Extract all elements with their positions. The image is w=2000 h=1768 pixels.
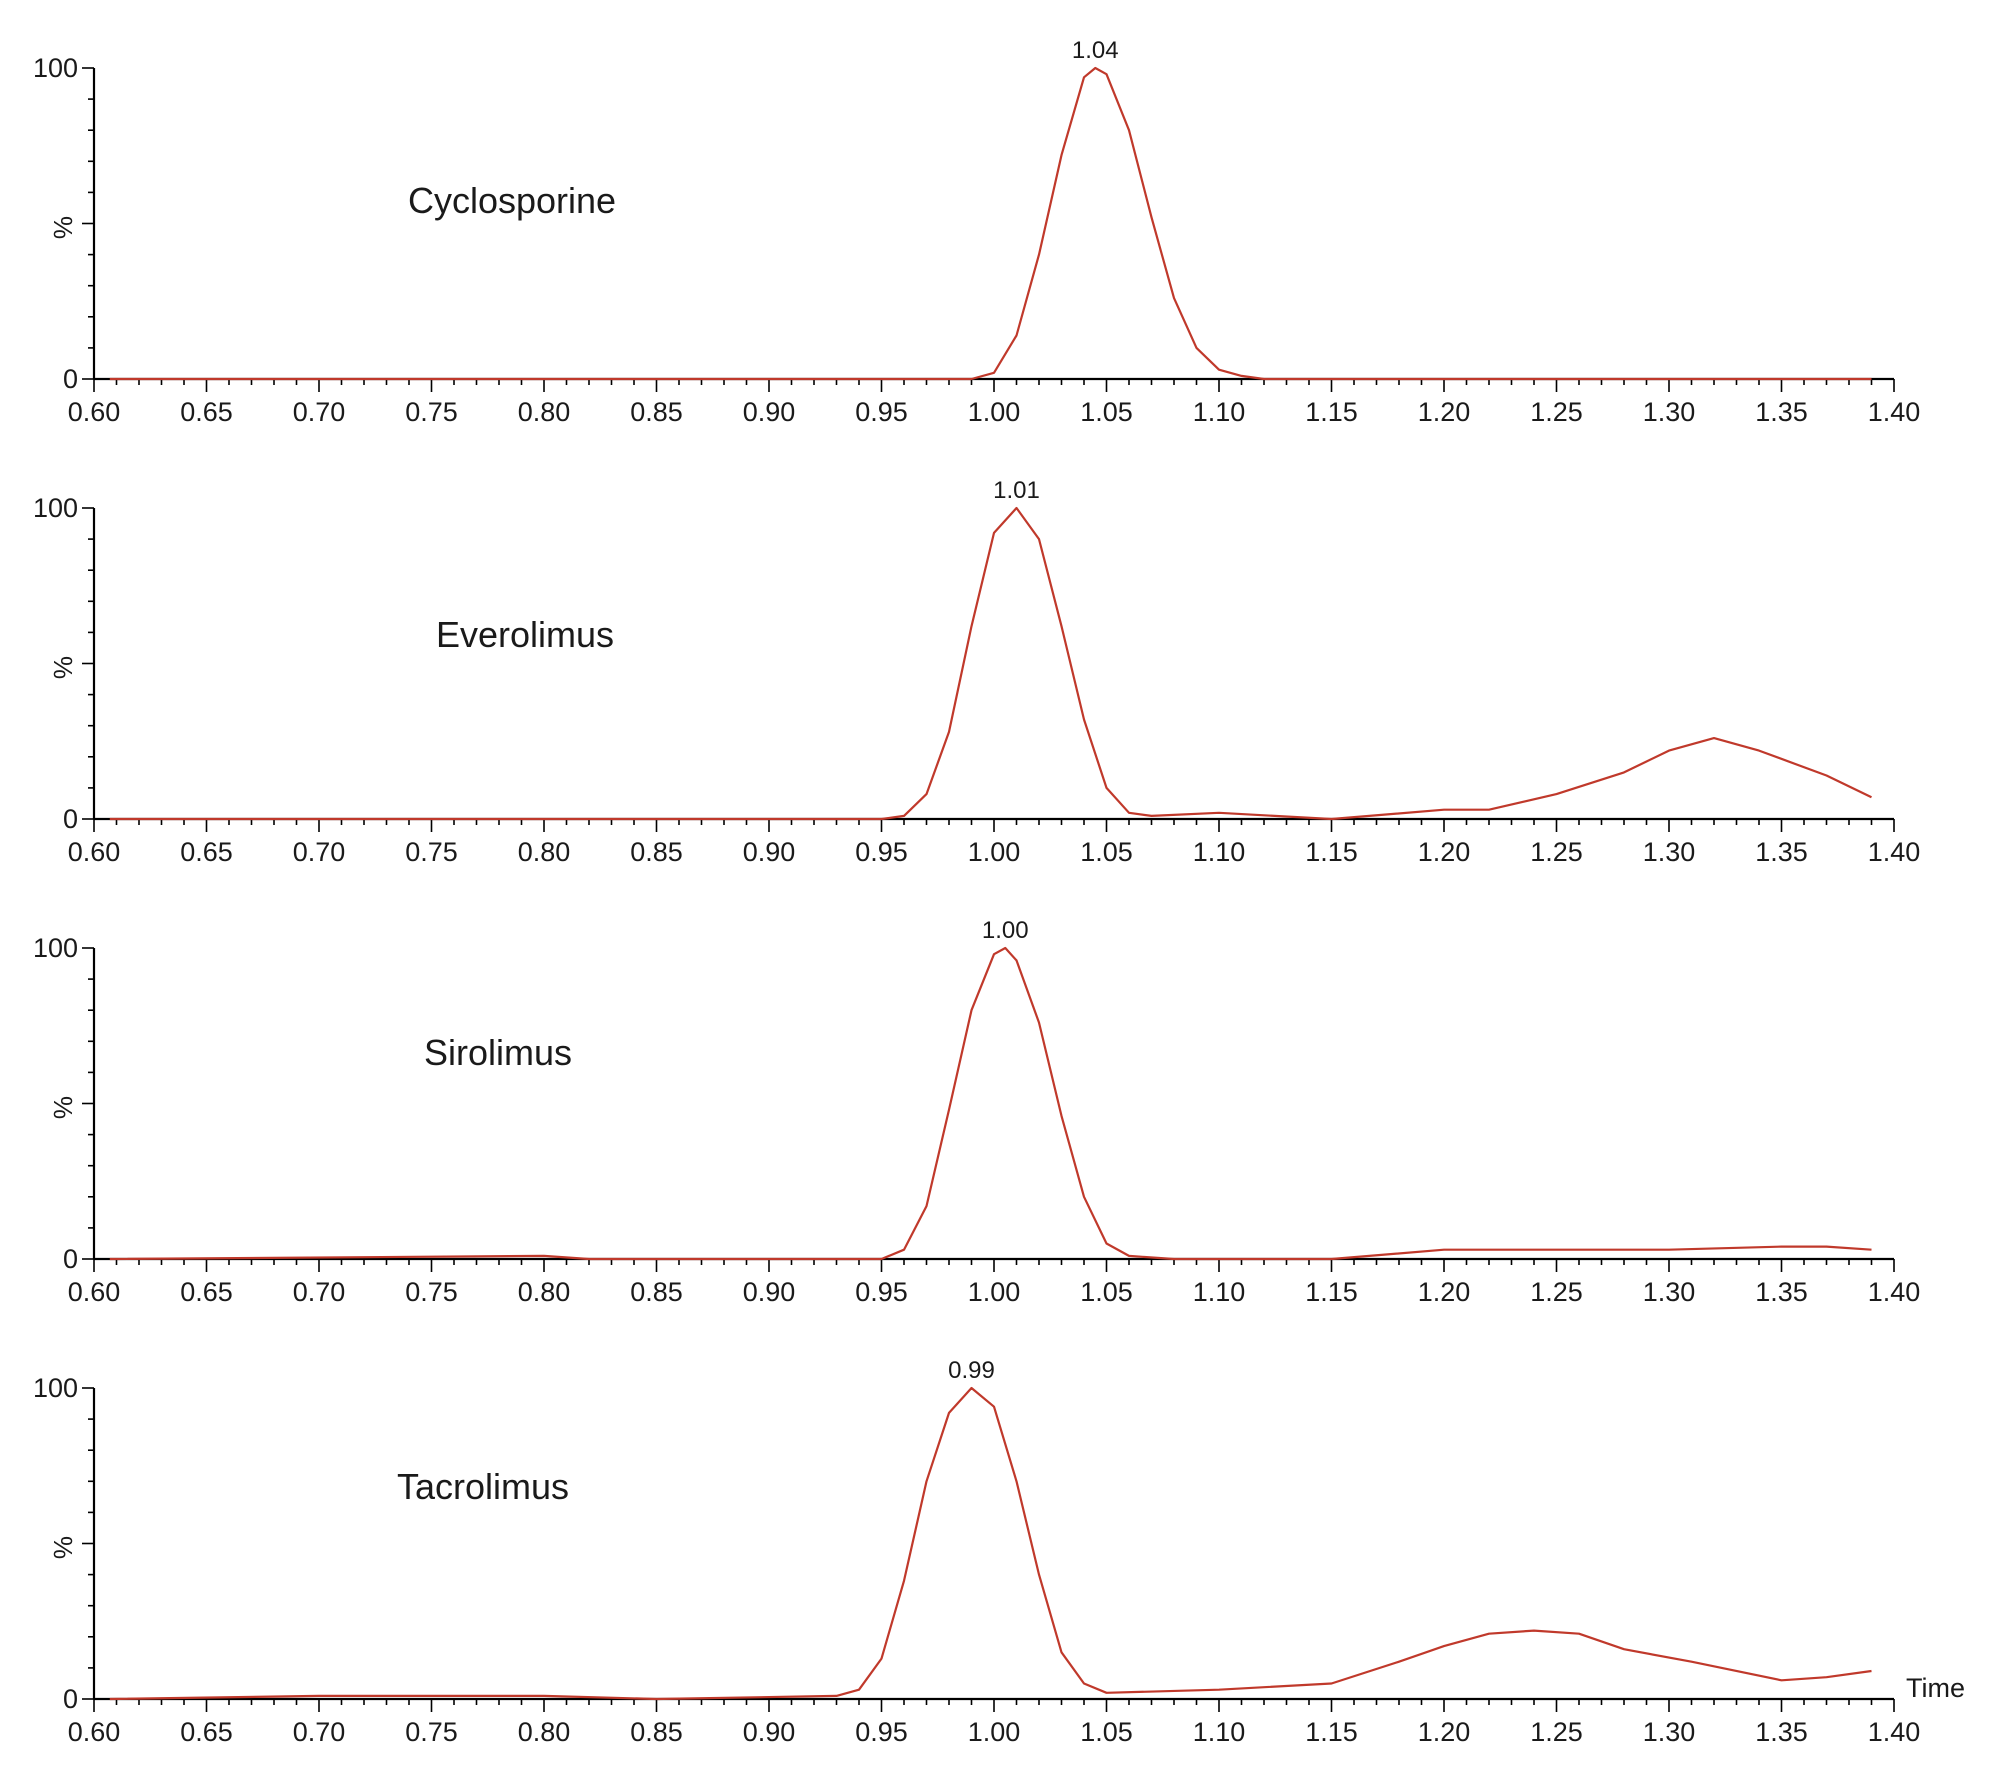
- x-tick-label: 1.00: [968, 1277, 1021, 1307]
- x-tick-label: 1.00: [968, 397, 1021, 427]
- x-tick-label: 1.30: [1643, 837, 1696, 867]
- x-tick-label: 1.05: [1080, 397, 1133, 427]
- compound-name-label: Sirolimus: [424, 1032, 572, 1073]
- x-tick-label: 1.15: [1305, 397, 1358, 427]
- y-tick-label-100: 100: [33, 1373, 78, 1403]
- peak-retention-label: 1.01: [993, 477, 1040, 504]
- x-tick-label: 0.60: [68, 837, 121, 867]
- chromatogram-trace: [109, 66, 1872, 381]
- x-tick-label: 0.60: [68, 1717, 121, 1747]
- chart-panel-cyclosporine: 100 0% 0.60 0.65 0.70 0.75 0.80 0.85 0.90 0.95 1.0…: [33, 37, 1920, 427]
- chromatogram-trace: [109, 506, 1872, 821]
- y-tick-label-100: 100: [33, 53, 78, 83]
- chart-panel-tacrolimus: 100 0% 0.60 0.65 0.70 0.75 0.80 0.85 0.90 0.95 1.0…: [33, 1357, 1920, 1747]
- x-tick-label: 0.70: [293, 1717, 346, 1747]
- x-tick-label: 1.40: [1868, 1277, 1921, 1307]
- x-tick-label: 0.85: [630, 1277, 683, 1307]
- compound-name-label: Tacrolimus: [397, 1466, 569, 1507]
- x-tick-label: 0.70: [293, 1277, 346, 1307]
- chromatogram-trace: [109, 1386, 1872, 1701]
- x-tick-label: 1.05: [1080, 837, 1133, 867]
- x-tick-label: 0.65: [180, 1717, 233, 1747]
- x-tick-label: 0.75: [405, 837, 458, 867]
- x-tick-label: 0.85: [630, 1717, 683, 1747]
- x-tick-label: 0.80: [518, 1277, 571, 1307]
- x-tick-label: 0.90: [743, 837, 796, 867]
- y-axis-label: %: [48, 1096, 78, 1119]
- x-tick-label: 1.20: [1418, 837, 1471, 867]
- x-tick-label: 0.80: [518, 1717, 571, 1747]
- x-tick-label: 0.95: [855, 837, 908, 867]
- chromatogram-trace: [109, 946, 1872, 1261]
- x-tick-label: 1.05: [1080, 1717, 1133, 1747]
- x-tick-label: 1.35: [1755, 837, 1808, 867]
- x-tick-label: 1.10: [1193, 837, 1246, 867]
- x-tick-label: 0.70: [293, 837, 346, 867]
- compound-name-label: Everolimus: [436, 614, 614, 655]
- x-tick-label: 0.90: [743, 1277, 796, 1307]
- y-tick-label-0: 0: [63, 1684, 78, 1714]
- x-tick-label: 0.90: [743, 1717, 796, 1747]
- y-tick-label-0: 0: [63, 804, 78, 834]
- x-tick-label: 0.60: [68, 1277, 121, 1307]
- x-tick-label: 0.60: [68, 397, 121, 427]
- x-tick-label: 1.20: [1418, 1277, 1471, 1307]
- peak-retention-label: 0.99: [948, 1357, 995, 1384]
- x-tick-label: 1.40: [1868, 397, 1921, 427]
- y-axis-label: %: [48, 216, 78, 239]
- x-tick-label: 1.05: [1080, 1277, 1133, 1307]
- x-tick-label: 1.25: [1530, 1717, 1583, 1747]
- x-tick-label: 0.65: [180, 1277, 233, 1307]
- x-tick-label: 1.15: [1305, 837, 1358, 867]
- x-tick-label: 1.15: [1305, 1277, 1358, 1307]
- x-tick-label: 0.95: [855, 1717, 908, 1747]
- chart-panel-sirolimus: 100 0% 0.60 0.65 0.70 0.75 0.80 0.85 0.90 0.95 1.0…: [33, 917, 1920, 1307]
- x-tick-label: 0.95: [855, 1277, 908, 1307]
- x-tick-label: 1.25: [1530, 837, 1583, 867]
- y-tick-label-100: 100: [33, 933, 78, 963]
- x-tick-label: 1.15: [1305, 1717, 1358, 1747]
- x-tick-label: 1.30: [1643, 397, 1696, 427]
- peak-retention-label: 1.04: [1072, 37, 1119, 64]
- x-tick-label: 0.95: [855, 397, 908, 427]
- x-tick-label: 0.75: [405, 1277, 458, 1307]
- x-tick-label: 1.00: [968, 1717, 1021, 1747]
- x-tick-label: 1.25: [1530, 1277, 1583, 1307]
- peak-retention-label: 1.00: [982, 917, 1029, 944]
- x-tick-label: 1.35: [1755, 1277, 1808, 1307]
- compound-name-label: Cyclosporine: [408, 180, 616, 221]
- y-axis-label: %: [48, 1536, 78, 1559]
- x-tick-label: 1.35: [1755, 1717, 1808, 1747]
- x-tick-label: 0.80: [518, 837, 571, 867]
- x-tick-label: 1.20: [1418, 397, 1471, 427]
- x-tick-label: 0.80: [518, 397, 571, 427]
- x-tick-label: 1.00: [968, 837, 1021, 867]
- x-tick-label: 1.25: [1530, 397, 1583, 427]
- x-tick-label: 0.90: [743, 397, 796, 427]
- x-tick-label: 1.20: [1418, 1717, 1471, 1747]
- x-tick-label: 1.40: [1868, 837, 1921, 867]
- y-tick-label-0: 0: [63, 1244, 78, 1274]
- x-tick-label: 1.30: [1643, 1717, 1696, 1747]
- x-tick-label: 0.65: [180, 397, 233, 427]
- y-tick-label-100: 100: [33, 493, 78, 523]
- x-tick-label: 1.10: [1193, 1717, 1246, 1747]
- x-tick-label: 1.40: [1868, 1717, 1921, 1747]
- x-tick-label: 0.65: [180, 837, 233, 867]
- x-axis-time-label: Time: [1906, 1673, 1965, 1703]
- x-tick-label: 0.75: [405, 397, 458, 427]
- chart-panel-everolimus: 100 0% 0.60 0.65 0.70 0.75 0.80 0.85 0.90 0.95 1.0…: [33, 477, 1920, 867]
- x-tick-label: 0.70: [293, 397, 346, 427]
- x-tick-label: 1.35: [1755, 397, 1808, 427]
- y-tick-label-0: 0: [63, 364, 78, 394]
- y-axis-label: %: [48, 656, 78, 679]
- x-tick-label: 0.75: [405, 1717, 458, 1747]
- x-tick-label: 1.10: [1193, 1277, 1246, 1307]
- x-tick-label: 1.10: [1193, 397, 1246, 427]
- x-tick-label: 0.85: [630, 837, 683, 867]
- x-tick-label: 0.85: [630, 397, 683, 427]
- x-tick-label: 1.30: [1643, 1277, 1696, 1307]
